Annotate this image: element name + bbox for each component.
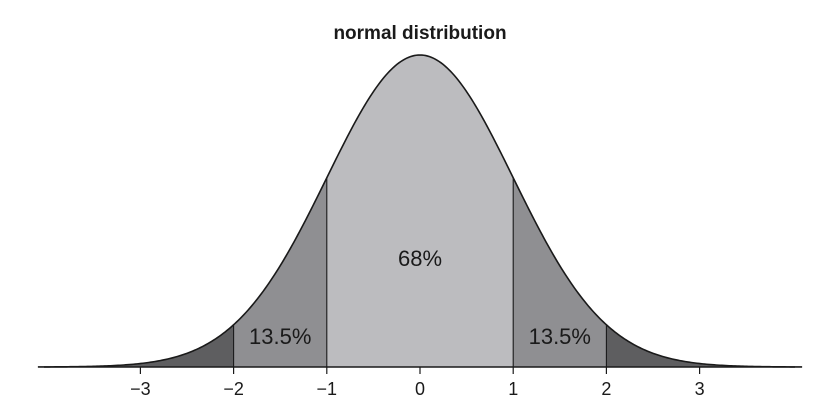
region-fill-4 — [606, 324, 803, 367]
x-tick-label-0: −3 — [130, 379, 151, 399]
x-tick-label-5: 2 — [601, 379, 611, 399]
region-labels: 13.5% 68% 13.5% — [249, 246, 591, 349]
dividers-layer — [233, 177, 607, 367]
x-tick-label-2: −1 — [317, 379, 338, 399]
bell-curve-line — [37, 54, 803, 368]
region-label-2: 13.5% — [529, 324, 591, 349]
region-label-1: 68% — [398, 246, 442, 271]
region-fill-2 — [326, 55, 514, 367]
region-label-0: 13.5% — [249, 324, 311, 349]
x-tick-label-3: 0 — [415, 379, 425, 399]
chart-title: normal distribution — [333, 23, 506, 44]
regions-layer — [37, 55, 803, 367]
x-tick-label-1: −2 — [223, 379, 244, 399]
x-tick-label-6: 3 — [695, 379, 705, 399]
region-fill-0 — [37, 324, 234, 367]
x-tick-label-4: 1 — [508, 379, 518, 399]
x-axis-ticks: −3 −2 −1 0 1 2 3 — [130, 367, 705, 399]
